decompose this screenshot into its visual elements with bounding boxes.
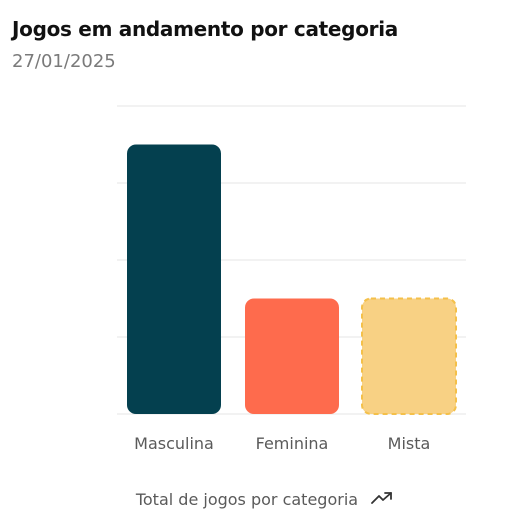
x-tick-label: Mista <box>388 434 431 453</box>
chart-date: 27/01/2025 <box>12 51 116 72</box>
bars <box>127 144 457 415</box>
bar-feminina[interactable] <box>245 298 339 415</box>
x-tick-label: Feminina <box>256 434 329 453</box>
footer-caption: Total de jogos por categoria <box>135 490 359 509</box>
x-tick-label: Masculina <box>134 434 214 453</box>
trending-up-icon <box>371 490 393 509</box>
bar-chart: Masculina Feminina Mista <box>117 105 466 453</box>
chart-title: Jogos em andamento por categoria <box>12 17 398 41</box>
x-axis-tick-labels: Masculina Feminina Mista <box>134 434 430 453</box>
chart-footer: Total de jogos por categoria <box>0 490 529 509</box>
bar-mista[interactable] <box>361 297 457 415</box>
bar-masculina[interactable] <box>127 144 221 415</box>
